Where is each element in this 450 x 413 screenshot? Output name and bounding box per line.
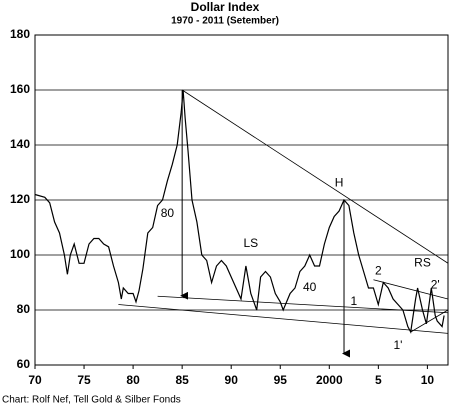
x-tick-label: 85 bbox=[175, 373, 189, 387]
y-tick-label: 120 bbox=[10, 192, 30, 206]
y-tick-label: 160 bbox=[10, 82, 30, 96]
x-tick-label: 5 bbox=[375, 373, 382, 387]
source: Chart: Rolf Nef, Tell Gold & Silber Fond… bbox=[2, 395, 181, 406]
annotation: 80 bbox=[161, 206, 175, 220]
x-tick-label: 90 bbox=[225, 373, 239, 387]
y-tick-label: 140 bbox=[10, 137, 30, 151]
x-tick-label: 95 bbox=[274, 373, 288, 387]
annotation: 1 bbox=[350, 294, 357, 308]
annotation: 2' bbox=[431, 277, 440, 291]
chart-title: Dollar Index bbox=[191, 0, 260, 14]
x-tick-label: 80 bbox=[126, 373, 140, 387]
annotation: 2 bbox=[375, 264, 382, 278]
x-tick-label: 10 bbox=[421, 373, 435, 387]
data-line bbox=[34, 89, 445, 334]
chart-subtitle: 1970 - 2011 (Setember) bbox=[171, 16, 279, 27]
y-tick-label: 180 bbox=[10, 27, 30, 41]
y-tick-label: 60 bbox=[17, 357, 31, 371]
annotation: RS bbox=[414, 255, 431, 269]
x-tick-label: 75 bbox=[77, 373, 91, 387]
annotation: LS bbox=[243, 236, 258, 250]
trendline bbox=[410, 309, 449, 333]
x-tick-label: 2000 bbox=[316, 373, 343, 387]
y-tick-label: 100 bbox=[10, 247, 30, 261]
trendline bbox=[157, 295, 449, 314]
trendline bbox=[373, 279, 449, 300]
annotation: H bbox=[335, 176, 344, 190]
y-tick-label: 80 bbox=[17, 302, 31, 316]
x-tick-label: 70 bbox=[28, 373, 42, 387]
trendline bbox=[181, 89, 449, 264]
annotation: 1' bbox=[393, 338, 402, 352]
annotation: 40 bbox=[303, 280, 317, 294]
trendline bbox=[118, 304, 449, 334]
